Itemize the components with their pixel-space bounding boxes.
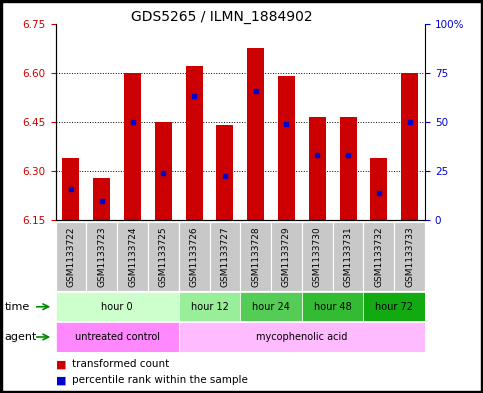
FancyBboxPatch shape (56, 292, 179, 321)
Text: GSM1133728: GSM1133728 (251, 226, 260, 287)
Bar (155, 122, 172, 220)
Bar (216, 125, 233, 220)
Text: ■: ■ (56, 375, 66, 385)
FancyBboxPatch shape (302, 222, 333, 291)
Text: GSM1133729: GSM1133729 (282, 226, 291, 287)
FancyBboxPatch shape (117, 222, 148, 291)
FancyBboxPatch shape (86, 222, 117, 291)
Text: GSM1133725: GSM1133725 (159, 226, 168, 287)
Bar (93, 178, 110, 220)
Text: agent: agent (5, 332, 37, 342)
Text: mycophenolic acid: mycophenolic acid (256, 332, 348, 342)
Bar (401, 73, 418, 220)
Text: GSM1133731: GSM1133731 (343, 226, 353, 287)
Bar (185, 66, 202, 220)
Text: hour 24: hour 24 (252, 302, 290, 312)
FancyBboxPatch shape (179, 292, 240, 321)
FancyBboxPatch shape (210, 222, 240, 291)
Text: transformed count: transformed count (72, 359, 170, 369)
Text: GSM1133722: GSM1133722 (67, 227, 75, 287)
FancyBboxPatch shape (271, 222, 302, 291)
Text: hour 48: hour 48 (314, 302, 352, 312)
Bar (278, 76, 295, 220)
FancyBboxPatch shape (148, 222, 179, 291)
Text: ■: ■ (56, 359, 66, 369)
Text: hour 0: hour 0 (101, 302, 133, 312)
Bar (309, 117, 326, 220)
Text: GDS5265 / ILMN_1884902: GDS5265 / ILMN_1884902 (131, 10, 313, 24)
FancyBboxPatch shape (56, 222, 86, 291)
FancyBboxPatch shape (364, 292, 425, 321)
Bar (247, 48, 264, 220)
Bar (370, 158, 387, 220)
FancyBboxPatch shape (179, 222, 210, 291)
FancyBboxPatch shape (179, 322, 425, 352)
Text: GSM1133724: GSM1133724 (128, 227, 137, 287)
Text: GSM1133723: GSM1133723 (97, 226, 106, 287)
FancyBboxPatch shape (240, 292, 302, 321)
FancyBboxPatch shape (240, 222, 271, 291)
FancyBboxPatch shape (394, 222, 425, 291)
Text: GSM1133733: GSM1133733 (405, 226, 414, 287)
Bar (340, 117, 356, 220)
Text: GSM1133730: GSM1133730 (313, 226, 322, 287)
Bar (62, 158, 79, 220)
FancyBboxPatch shape (56, 322, 179, 352)
Text: time: time (5, 302, 30, 312)
Text: hour 12: hour 12 (191, 302, 228, 312)
FancyBboxPatch shape (333, 222, 364, 291)
Text: untreated control: untreated control (75, 332, 159, 342)
FancyBboxPatch shape (364, 222, 394, 291)
Text: GSM1133727: GSM1133727 (220, 226, 229, 287)
Text: GSM1133732: GSM1133732 (374, 226, 384, 287)
FancyBboxPatch shape (302, 292, 364, 321)
Text: percentile rank within the sample: percentile rank within the sample (72, 375, 248, 385)
Text: GSM1133726: GSM1133726 (190, 226, 199, 287)
Text: hour 72: hour 72 (375, 302, 413, 312)
Bar (124, 73, 141, 220)
